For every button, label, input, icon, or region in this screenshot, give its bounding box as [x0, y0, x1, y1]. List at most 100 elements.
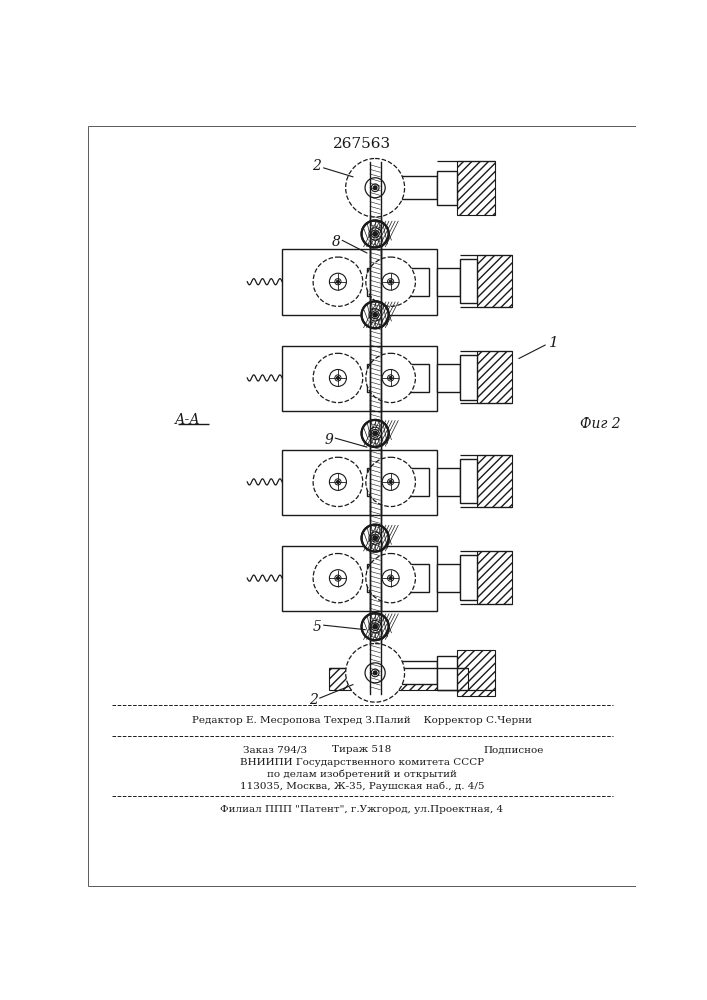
Bar — [358, 656, 392, 690]
Bar — [477, 255, 513, 307]
Text: 2: 2 — [309, 693, 317, 707]
Bar — [477, 551, 513, 604]
Text: Тираж 518: Тираж 518 — [332, 745, 392, 754]
Bar — [368, 268, 429, 296]
Circle shape — [362, 420, 388, 446]
Text: 267563: 267563 — [333, 137, 391, 151]
Circle shape — [373, 312, 378, 317]
Circle shape — [371, 430, 379, 437]
Circle shape — [387, 279, 394, 285]
Circle shape — [362, 302, 388, 328]
Text: 2: 2 — [312, 159, 322, 173]
Circle shape — [382, 570, 399, 587]
Text: Подписное: Подписное — [484, 745, 544, 754]
Circle shape — [389, 376, 392, 379]
Circle shape — [337, 376, 339, 379]
Circle shape — [373, 431, 378, 436]
Circle shape — [366, 353, 416, 403]
Circle shape — [382, 273, 399, 290]
Text: Заказ 794/3: Заказ 794/3 — [243, 745, 308, 754]
Circle shape — [313, 554, 363, 603]
Circle shape — [337, 577, 339, 580]
Text: 113035, Москва, Ж-35, Раушская наб., д. 4/5: 113035, Москва, Ж-35, Раушская наб., д. … — [240, 781, 484, 791]
Circle shape — [361, 613, 389, 641]
Circle shape — [346, 644, 404, 702]
Circle shape — [313, 353, 363, 403]
Bar — [437, 656, 457, 690]
Circle shape — [369, 427, 381, 440]
Circle shape — [373, 431, 378, 436]
Circle shape — [371, 311, 379, 319]
Bar — [457, 650, 495, 696]
Text: Филиал ППП "Патент", г.Ужгород, ул.Проектная, 4: Филиал ППП "Патент", г.Ужгород, ул.Проек… — [221, 805, 503, 814]
Circle shape — [335, 575, 341, 581]
Bar — [460, 459, 477, 503]
Text: по делам изобретений и открытий: по делам изобретений и открытий — [267, 770, 457, 779]
Bar — [457, 161, 495, 215]
Circle shape — [361, 220, 389, 248]
Circle shape — [361, 420, 389, 447]
Circle shape — [373, 232, 378, 236]
Bar — [392, 176, 437, 199]
Circle shape — [329, 473, 346, 490]
Circle shape — [387, 479, 394, 485]
Circle shape — [361, 301, 389, 329]
Text: ВНИИПИ Государственного комитета СССР: ВНИИПИ Государственного комитета СССР — [240, 758, 484, 767]
Bar — [371, 682, 379, 690]
Circle shape — [346, 158, 404, 217]
Circle shape — [337, 480, 339, 483]
Circle shape — [373, 671, 377, 675]
Bar — [460, 555, 477, 600]
Circle shape — [337, 280, 339, 283]
Circle shape — [389, 480, 392, 483]
Text: 1: 1 — [549, 336, 559, 350]
Bar — [477, 455, 513, 507]
Circle shape — [329, 570, 346, 587]
Text: 9: 9 — [325, 433, 333, 447]
Circle shape — [361, 524, 389, 552]
Bar — [360, 172, 391, 203]
Circle shape — [369, 228, 381, 240]
Circle shape — [365, 178, 385, 198]
Circle shape — [371, 230, 379, 238]
Circle shape — [335, 375, 341, 381]
Bar — [477, 351, 513, 403]
Bar — [460, 259, 477, 303]
Bar — [392, 661, 437, 684]
Circle shape — [362, 221, 388, 247]
Circle shape — [387, 575, 394, 581]
Circle shape — [371, 669, 379, 677]
Circle shape — [366, 257, 416, 306]
Bar — [282, 346, 437, 411]
Circle shape — [389, 577, 392, 580]
Circle shape — [366, 554, 416, 603]
Circle shape — [335, 479, 341, 485]
Circle shape — [369, 309, 381, 321]
Circle shape — [329, 369, 346, 386]
Circle shape — [371, 534, 379, 542]
Circle shape — [329, 273, 346, 290]
Bar — [437, 268, 460, 296]
Circle shape — [335, 279, 341, 285]
Circle shape — [373, 312, 378, 317]
Circle shape — [371, 623, 379, 631]
Circle shape — [373, 624, 378, 629]
Circle shape — [369, 532, 381, 544]
Bar — [437, 564, 460, 592]
Circle shape — [389, 280, 392, 283]
Bar — [368, 468, 429, 496]
Text: Фиг 2: Фиг 2 — [580, 417, 621, 431]
Circle shape — [373, 186, 377, 190]
Circle shape — [371, 184, 379, 192]
Text: 8: 8 — [332, 235, 341, 249]
Bar — [368, 564, 429, 592]
Circle shape — [362, 525, 388, 551]
Circle shape — [387, 375, 394, 381]
Circle shape — [373, 536, 378, 540]
Bar — [368, 364, 429, 392]
Circle shape — [373, 232, 378, 236]
Circle shape — [373, 536, 378, 540]
Circle shape — [313, 257, 363, 306]
Circle shape — [313, 457, 363, 507]
Circle shape — [382, 369, 399, 386]
